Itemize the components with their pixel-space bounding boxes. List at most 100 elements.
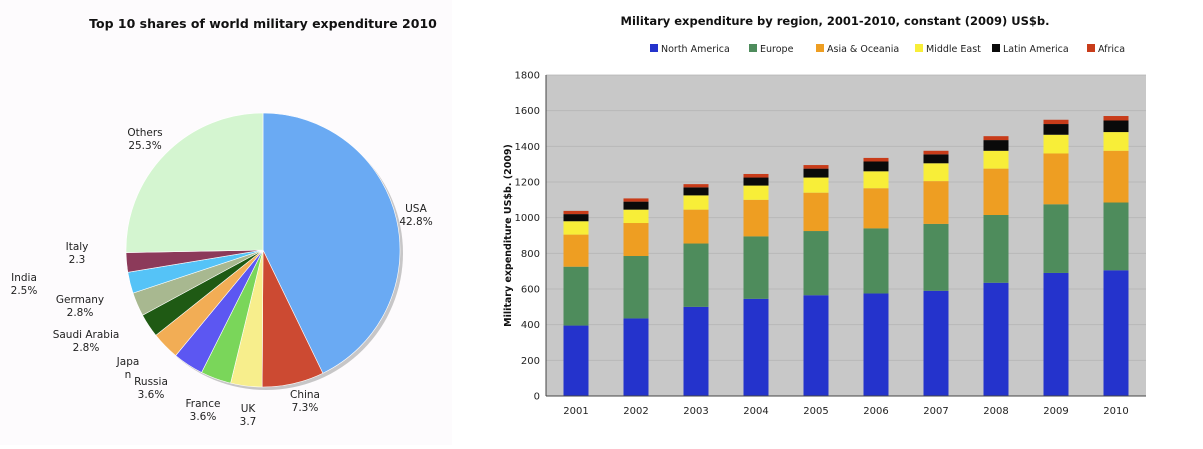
legend-label-north-america: North America <box>661 44 730 55</box>
x-tick-label: 2001 <box>563 406 588 417</box>
bar-segment-asia-oceania-2002 <box>623 223 649 257</box>
pie-label-line: 7.3% <box>292 402 319 414</box>
bar-segment-latin-america-2003 <box>683 187 709 196</box>
bar-segment-africa-2010 <box>1103 116 1129 121</box>
pie-label-italy: Italy 2.3 <box>66 241 89 266</box>
bar-segment-asia-oceania-2001 <box>563 234 589 267</box>
bar-segment-europe-2001 <box>563 266 589 326</box>
stacked-bar-chart: Military expenditure by region, 2001-201… <box>503 14 1146 417</box>
legend-swatch-asia-oceania <box>816 44 824 52</box>
bar-segment-asia-oceania-2007 <box>923 181 949 224</box>
bar-segment-north-america-2003 <box>683 306 709 396</box>
pie-label-line: Saudi Arabia <box>53 329 120 341</box>
pie-slice-usa <box>262 112 401 374</box>
bar-segment-europe-2003 <box>683 243 709 307</box>
pie-label-line: UK <box>241 403 257 415</box>
bar-segment-latin-america-2010 <box>1103 120 1129 133</box>
y-tick-label: 1600 <box>515 106 540 117</box>
bar-segment-europe-2009 <box>1043 204 1069 273</box>
x-tick-label: 2009 <box>1043 406 1068 417</box>
bar-segment-latin-america-2002 <box>623 201 649 210</box>
pie-label-line: 3.6% <box>190 411 217 423</box>
bar-segment-north-america-2005 <box>803 295 829 396</box>
pie-label-line: Japa <box>116 356 140 368</box>
bar-segment-middle-east-2006 <box>863 171 889 189</box>
bar-segment-europe-2005 <box>803 231 829 296</box>
pie-label-line: 2.8% <box>67 307 94 319</box>
x-tick-label: 2002 <box>623 406 648 417</box>
bar-segment-europe-2007 <box>923 223 949 291</box>
bar-segment-asia-oceania-2003 <box>683 209 709 244</box>
bar-segment-europe-2008 <box>983 214 1009 283</box>
pie-slices <box>125 112 403 390</box>
bar-segment-latin-america-2004 <box>743 177 769 186</box>
pie-label-saudi-arabia: Saudi Arabia 2.8% <box>53 329 120 354</box>
bar-segment-latin-america-2008 <box>983 140 1009 151</box>
bar-segment-north-america-2002 <box>623 318 649 396</box>
bar-segment-africa-2001 <box>563 210 589 215</box>
pie-label-line: Germany <box>56 294 104 306</box>
pie-label-line: France <box>186 398 221 410</box>
bar-segment-asia-oceania-2006 <box>863 188 889 229</box>
pie-label-france: France 3.6% <box>186 398 221 423</box>
bar-chart-panel: Military expenditure by region, 2001-201… <box>490 0 1180 445</box>
bar-segment-north-america-2010 <box>1103 270 1129 396</box>
legend-swatch-middle-east <box>915 44 923 52</box>
pie-slice-others <box>125 112 264 253</box>
bar-segment-north-america-2001 <box>563 325 589 396</box>
y-tick-labels: 0 200 400 600 800 1000 1200 1400 1600 1800 <box>515 71 540 403</box>
pie-chart-panel: Top 10 shares of world military expendit… <box>0 0 452 445</box>
bar-segment-middle-east-2003 <box>683 195 709 210</box>
bar-chart-title: Military expenditure by region, 2001-201… <box>621 14 1050 28</box>
bar-segment-europe-2002 <box>623 256 649 319</box>
y-axis-label: Military expenditure US$b. (2009) <box>503 144 514 327</box>
pie-chart: Top 10 shares of world military expendit… <box>11 16 437 428</box>
legend-label-europe: Europe <box>760 44 794 55</box>
legend-swatch-latin-america <box>992 44 1000 52</box>
y-tick-label: 1400 <box>515 142 540 153</box>
bar-segment-middle-east-2005 <box>803 177 829 193</box>
bar-segment-europe-2006 <box>863 228 889 294</box>
pie-label-line: China <box>290 389 320 401</box>
x-tick-label: 2010 <box>1103 406 1128 417</box>
pie-label-germany: Germany 2.8% <box>56 294 104 319</box>
bar-segment-latin-america-2006 <box>863 161 889 172</box>
pie-label-line: Others <box>127 127 162 139</box>
pie-label-japan: Japa n <box>116 356 140 381</box>
pie-label-line: 2.3 <box>69 254 86 266</box>
bar-segment-africa-2003 <box>683 184 709 188</box>
bar-segment-north-america-2008 <box>983 282 1009 396</box>
bar-segment-europe-2010 <box>1103 202 1129 271</box>
x-tick-label: 2004 <box>743 406 768 417</box>
y-tick-label: 1000 <box>515 213 540 224</box>
bar-segment-north-america-2004 <box>743 298 769 396</box>
pie-label-line: n <box>125 369 132 381</box>
pie-label-line: 2.5% <box>11 285 38 297</box>
bar-segment-africa-2004 <box>743 173 769 178</box>
bar-segment-middle-east-2010 <box>1103 132 1129 151</box>
bar-segment-asia-oceania-2008 <box>983 168 1009 215</box>
bar-segment-north-america-2007 <box>923 290 949 396</box>
x-tick-labels: 2001 2002 2003 2004 2005 2006 2007 2008 2009 2010 <box>563 406 1128 417</box>
bar-segment-latin-america-2007 <box>923 154 949 164</box>
pie-label-line: India <box>11 272 37 284</box>
legend-label-latin-america: Latin America <box>1003 44 1069 55</box>
bar-segment-africa-2005 <box>803 165 829 169</box>
bar-segment-africa-2008 <box>983 136 1009 141</box>
bar-segment-middle-east-2009 <box>1043 134 1069 154</box>
bar-segment-middle-east-2002 <box>623 209 649 224</box>
legend-swatch-africa <box>1087 44 1095 52</box>
pie-label-russia: Russia 3.6% <box>134 376 168 401</box>
y-tick-label: 600 <box>521 285 540 296</box>
pie-label-line: USA <box>405 203 428 215</box>
legend-swatch-europe <box>749 44 757 52</box>
y-tick-label: 400 <box>521 320 540 331</box>
legend-label-asia-oceania: Asia & Oceania <box>827 44 899 55</box>
y-tick-label: 1200 <box>515 178 540 189</box>
y-tick-label: 0 <box>534 392 540 403</box>
legend-swatch-north-america <box>650 44 658 52</box>
pie-label-line: 42.8% <box>399 216 432 228</box>
bar-segment-africa-2002 <box>623 198 649 202</box>
